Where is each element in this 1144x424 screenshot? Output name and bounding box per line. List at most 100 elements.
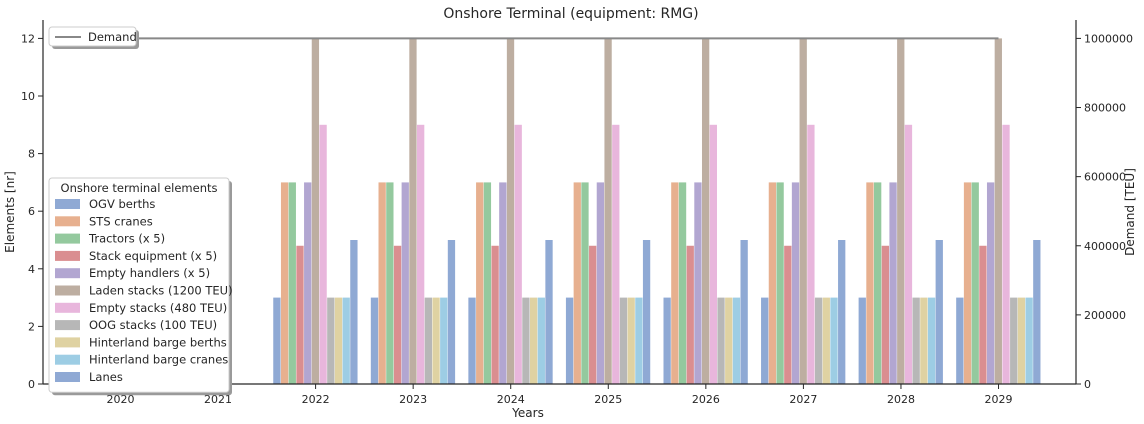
bar — [784, 245, 792, 384]
bar — [304, 182, 312, 384]
bar — [296, 245, 304, 384]
y2-tick-label: 1000000 — [1084, 32, 1133, 45]
bar — [776, 182, 784, 384]
legend-swatch — [55, 372, 80, 382]
bar — [740, 240, 748, 384]
y-tick-label: 4 — [28, 263, 35, 276]
bar — [378, 182, 386, 384]
bar — [768, 182, 777, 384]
bar — [409, 38, 417, 385]
y-tick-label: 0 — [28, 378, 35, 391]
bar — [807, 124, 815, 385]
bar — [1017, 297, 1026, 384]
bar — [545, 240, 553, 384]
bar — [725, 297, 733, 384]
y2-tick-label: 800000 — [1084, 102, 1126, 115]
x-tick-label: 2021 — [204, 393, 232, 406]
bar — [866, 182, 874, 384]
bar — [1025, 297, 1033, 384]
legend-label: Laden stacks (1200 TEU) — [89, 284, 233, 298]
bar — [327, 297, 335, 384]
legend-swatch — [55, 337, 80, 348]
bar — [280, 182, 289, 384]
demand-legend: Demand — [48, 26, 139, 49]
elements-legend: Onshore terminal elements OGV berths STS c… — [48, 177, 233, 396]
y-axis-label: Elements [nr] — [3, 171, 17, 253]
legend-label: OGV berths — [89, 197, 155, 211]
legend-swatch — [55, 250, 80, 261]
bar — [761, 297, 769, 384]
x-axis-label: Years — [511, 406, 544, 420]
bar — [491, 245, 499, 384]
legend-title: Onshore terminal elements — [61, 181, 218, 195]
bar — [904, 124, 913, 385]
bar — [686, 245, 694, 384]
legend-label: Tractors (x 5) — [88, 232, 165, 246]
bar — [483, 182, 492, 384]
bar — [791, 182, 800, 384]
bar — [604, 38, 612, 385]
bar — [1033, 240, 1041, 384]
bar — [573, 182, 581, 384]
x-tick-label: 2023 — [399, 393, 427, 406]
bar — [694, 182, 702, 384]
bar — [506, 38, 515, 385]
bar — [424, 297, 433, 384]
bar — [537, 297, 545, 384]
bar — [522, 297, 530, 384]
legend-label: Stack equipment (x 5) — [89, 249, 217, 263]
bar — [417, 124, 425, 385]
bar — [732, 297, 741, 384]
x-tick-label: 2026 — [692, 393, 720, 406]
legend-label: OOG stacks (100 TEU) — [89, 318, 217, 332]
legend-swatch — [55, 216, 80, 227]
legend-label: Empty stacks (480 TEU) — [89, 301, 227, 315]
bar — [334, 297, 343, 384]
bar — [612, 124, 620, 385]
bar — [701, 38, 710, 385]
legend-swatch — [55, 302, 80, 313]
bar — [935, 240, 943, 384]
bar — [709, 124, 717, 385]
axes-layer: 0 2 4 6 8 10 12 0 200000 400000 600000 800000 100000… — [21, 20, 1133, 406]
bar — [499, 182, 507, 384]
bar — [635, 297, 643, 384]
y2-tick-label: 400000 — [1084, 240, 1126, 253]
bar — [432, 297, 440, 384]
bar — [1010, 297, 1018, 384]
y-tick-label: 8 — [28, 148, 35, 161]
bar — [627, 297, 635, 384]
bar — [642, 240, 651, 384]
bar — [273, 297, 281, 384]
y2-axis-label: Demand [TEU] — [1123, 168, 1137, 256]
bar — [994, 38, 1002, 385]
bar — [401, 182, 409, 384]
bar — [927, 297, 936, 384]
bar — [920, 297, 928, 384]
x-tick-label: 2025 — [594, 393, 622, 406]
legend-swatch — [55, 268, 80, 279]
bar — [881, 245, 890, 384]
bar — [589, 245, 597, 384]
bar — [370, 297, 379, 384]
bars-layer — [273, 38, 1041, 385]
bar — [874, 182, 882, 384]
legend-label: Hinterland barge cranes — [89, 353, 228, 367]
bar — [799, 38, 807, 385]
bar — [565, 297, 574, 384]
x-tick-label: 2020 — [106, 393, 134, 406]
x-tick-label: 2024 — [497, 393, 525, 406]
y-tick-label: 12 — [21, 32, 35, 45]
bar — [476, 182, 484, 384]
x-tick-label: 2028 — [887, 393, 915, 406]
bar — [889, 182, 897, 384]
y-tick-label: 2 — [28, 320, 35, 333]
x-tick-label: 2022 — [302, 393, 330, 406]
bar — [386, 182, 394, 384]
legend-label: STS cranes — [89, 214, 153, 228]
bar — [350, 240, 358, 384]
y-tick-label: 6 — [28, 205, 35, 218]
legend-swatch — [55, 320, 80, 331]
x-tick-label: 2029 — [985, 393, 1013, 406]
legend-swatch — [55, 233, 80, 244]
